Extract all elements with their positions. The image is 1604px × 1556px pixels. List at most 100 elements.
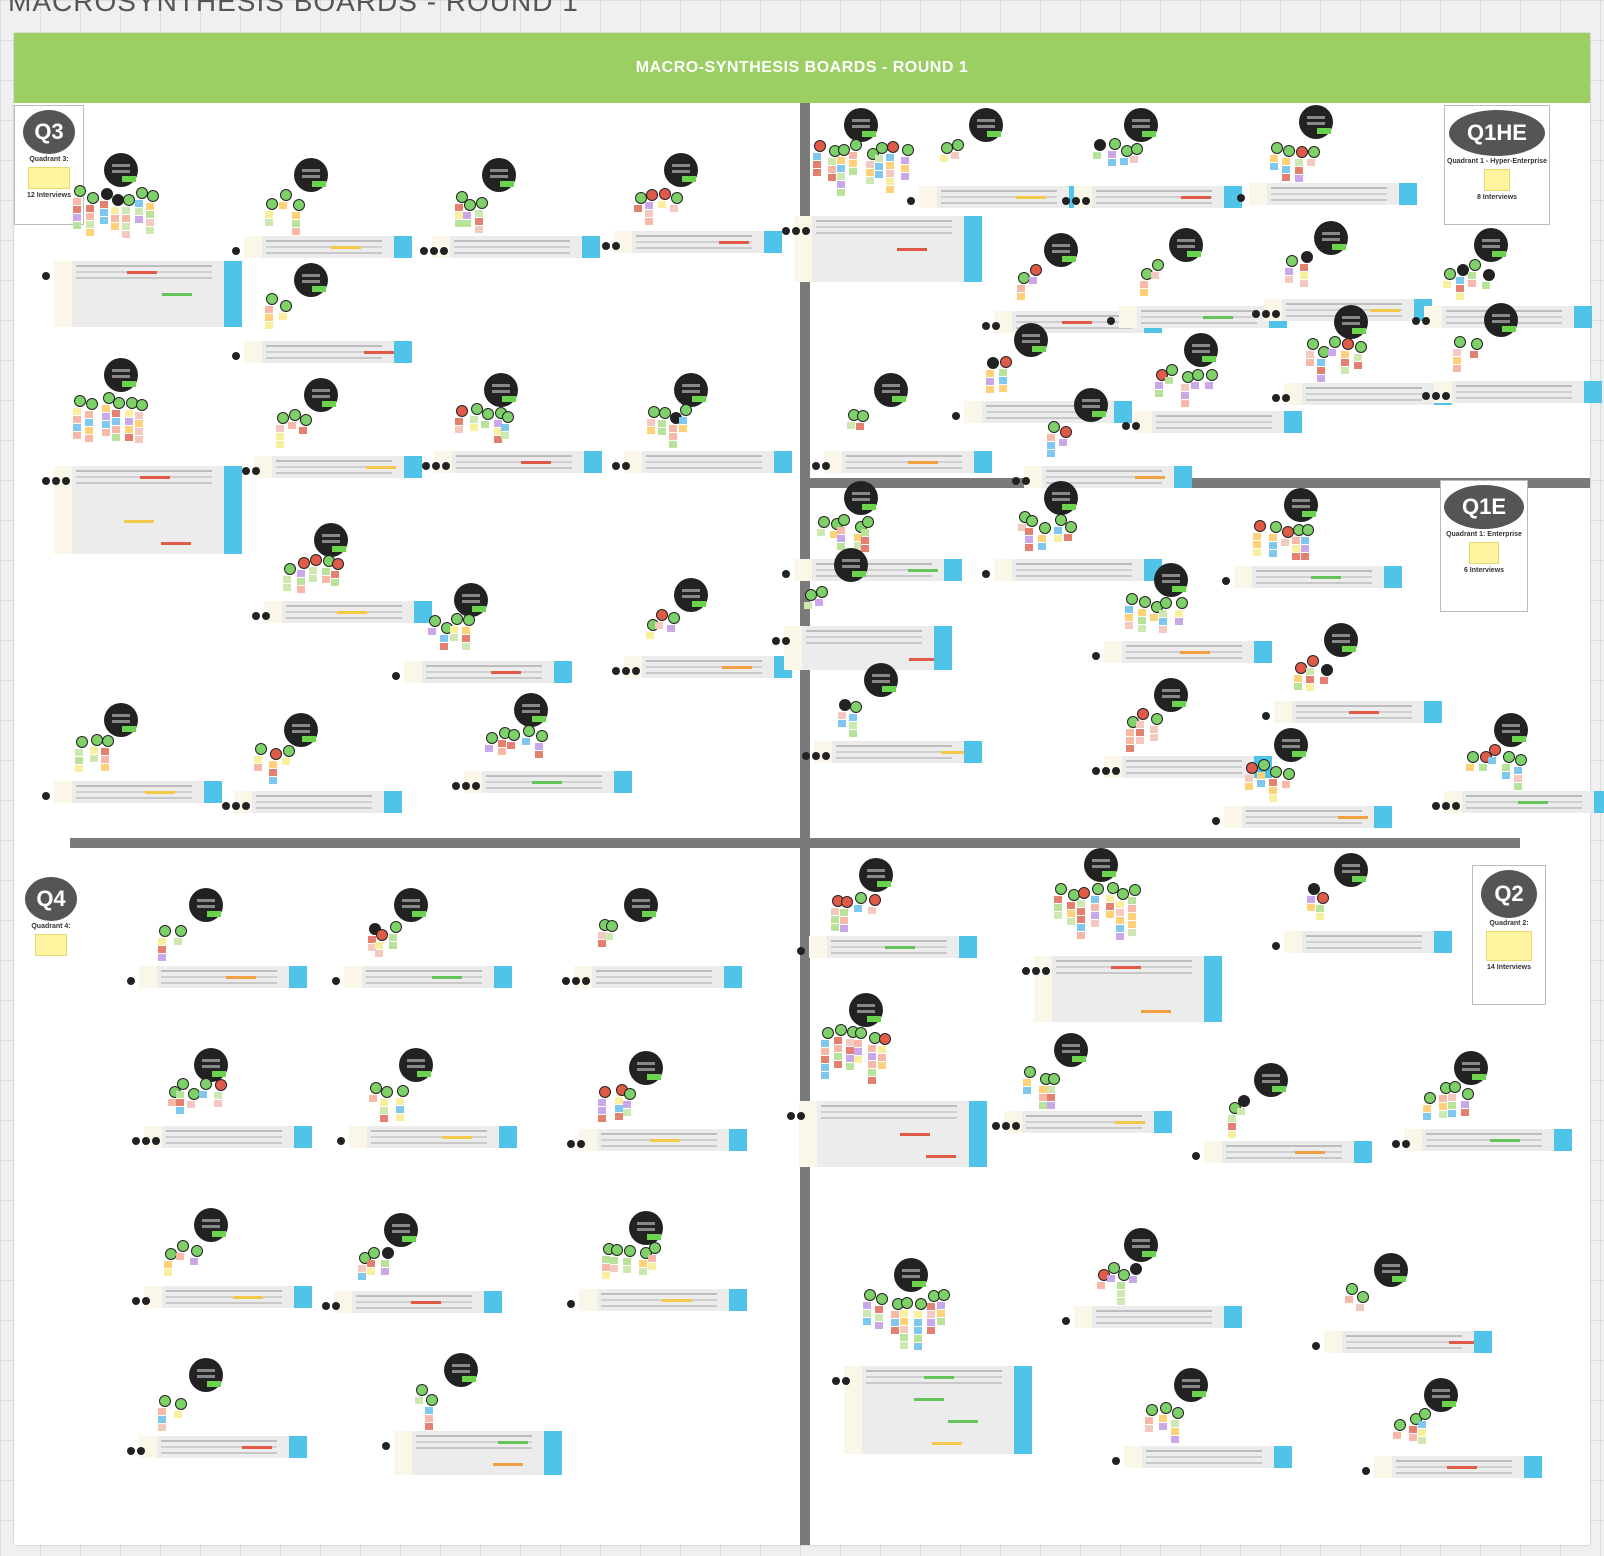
insight-node[interactable] (887, 141, 899, 153)
sticky-note[interactable] (396, 1098, 404, 1105)
sticky-note[interactable] (440, 643, 448, 650)
sticky-note[interactable] (425, 1407, 433, 1414)
theme-hub[interactable] (674, 578, 708, 612)
sticky-note[interactable] (863, 1318, 871, 1325)
sticky-note[interactable] (1257, 772, 1265, 779)
sticky-note[interactable] (111, 223, 119, 230)
insight-node[interactable] (300, 414, 312, 426)
synthesis-table[interactable] (54, 781, 222, 803)
sticky-note[interactable] (73, 416, 81, 423)
insight-node[interactable] (471, 403, 483, 415)
sticky-note[interactable] (679, 425, 687, 432)
sticky-note[interactable] (73, 198, 81, 205)
sticky-note[interactable] (1269, 795, 1277, 802)
sticky-note[interactable] (868, 1077, 876, 1084)
insight-node[interactable] (382, 1247, 394, 1259)
sticky-note[interactable] (1439, 1095, 1447, 1102)
theme-hub[interactable] (849, 993, 883, 1027)
insight-node[interactable] (332, 558, 344, 570)
sticky-note[interactable] (292, 212, 300, 219)
sticky-note[interactable] (1253, 541, 1261, 548)
theme-hub[interactable] (314, 523, 348, 557)
sticky-note[interactable] (1317, 375, 1325, 382)
sticky-note[interactable] (901, 165, 909, 172)
sticky-note[interactable] (75, 757, 83, 764)
sticky-note[interactable] (854, 1040, 862, 1047)
sticky-note[interactable] (1054, 904, 1062, 911)
sticky-note[interactable] (645, 202, 653, 209)
sticky-note[interactable] (122, 215, 130, 222)
sticky-note[interactable] (1064, 534, 1072, 541)
sticky-note[interactable] (1285, 268, 1293, 275)
synthesis-table[interactable] (234, 791, 402, 813)
synthesis-table[interactable] (54, 261, 242, 327)
sticky-note[interactable] (1175, 618, 1183, 625)
sticky-note[interactable] (623, 1101, 631, 1108)
insight-node[interactable] (1355, 341, 1367, 353)
sticky-note[interactable] (269, 777, 277, 784)
sticky-note[interactable] (927, 1319, 935, 1326)
sticky-note[interactable] (1341, 351, 1349, 358)
sticky-note[interactable] (102, 429, 110, 436)
sticky-note[interactable] (1091, 896, 1099, 903)
sticky-note[interactable] (1047, 1086, 1055, 1093)
insight-node[interactable] (1469, 259, 1481, 271)
sticky-note[interactable] (125, 426, 133, 433)
insight-node[interactable] (1131, 143, 1143, 155)
synthesis-table[interactable] (394, 1431, 562, 1475)
sticky-note[interactable] (276, 441, 284, 448)
quadrant-card-q3[interactable]: Q3 Quadrant 3: 12 Interviews (14, 105, 84, 225)
insight-node[interactable] (1394, 1419, 1406, 1431)
sticky-note[interactable] (1306, 676, 1314, 683)
sticky-note[interactable] (602, 1256, 610, 1263)
sticky-note[interactable] (450, 634, 458, 641)
sticky-note[interactable] (1025, 536, 1033, 543)
insight-node[interactable] (902, 144, 914, 156)
quadrant-card-q1e[interactable]: Q1E Quadrant 1: Enterprise 6 Interviews (1440, 480, 1528, 612)
theme-hub[interactable] (444, 1353, 478, 1387)
sticky-note[interactable] (455, 212, 463, 219)
sticky-note[interactable] (875, 1306, 883, 1313)
theme-hub[interactable] (1299, 105, 1333, 139)
sticky-note[interactable] (986, 378, 994, 385)
sticky-note[interactable] (875, 171, 883, 178)
insight-node[interactable] (1515, 754, 1527, 766)
insight-node[interactable] (1137, 708, 1149, 720)
sticky-note[interactable] (1328, 349, 1336, 356)
sticky-note[interactable] (1466, 764, 1474, 771)
sticky-note[interactable] (598, 1107, 606, 1114)
insight-node[interactable] (1357, 1291, 1369, 1303)
theme-hub[interactable] (1044, 481, 1078, 515)
sticky-note[interactable] (1354, 354, 1362, 361)
sticky-note[interactable] (214, 1100, 222, 1107)
insight-node[interactable] (255, 743, 267, 755)
sticky-note[interactable] (1306, 668, 1314, 675)
insight-node[interactable] (426, 1394, 438, 1406)
sticky-note[interactable] (381, 1268, 389, 1275)
sticky-note[interactable] (901, 173, 909, 180)
insight-node[interactable] (1117, 888, 1129, 900)
sticky-note[interactable] (817, 529, 825, 536)
synthesis-table[interactable] (1249, 183, 1417, 205)
sticky-note[interactable] (331, 571, 339, 578)
sticky-note[interactable] (475, 210, 483, 217)
sticky-note[interactable] (658, 428, 666, 435)
sticky-note[interactable] (369, 1095, 377, 1102)
insight-node[interactable] (159, 925, 171, 937)
sticky-note[interactable] (658, 420, 666, 427)
sticky-note[interactable] (1091, 904, 1099, 911)
sticky-note[interactable] (1228, 1115, 1236, 1122)
synthesis-table[interactable] (464, 771, 632, 793)
sticky-note[interactable] (886, 186, 894, 193)
sticky-note[interactable] (455, 418, 463, 425)
insight-node[interactable] (1108, 1262, 1120, 1274)
sticky-note[interactable] (1039, 1086, 1047, 1093)
sticky-note[interactable] (481, 421, 489, 428)
insight-node[interactable] (1146, 1404, 1158, 1416)
sticky-note[interactable] (1047, 434, 1055, 441)
theme-hub[interactable] (969, 108, 1003, 142)
sticky-note[interactable] (1039, 1094, 1047, 1101)
sticky-note[interactable] (1317, 359, 1325, 366)
sticky-note[interactable] (269, 761, 277, 768)
sticky-note[interactable] (297, 578, 305, 585)
